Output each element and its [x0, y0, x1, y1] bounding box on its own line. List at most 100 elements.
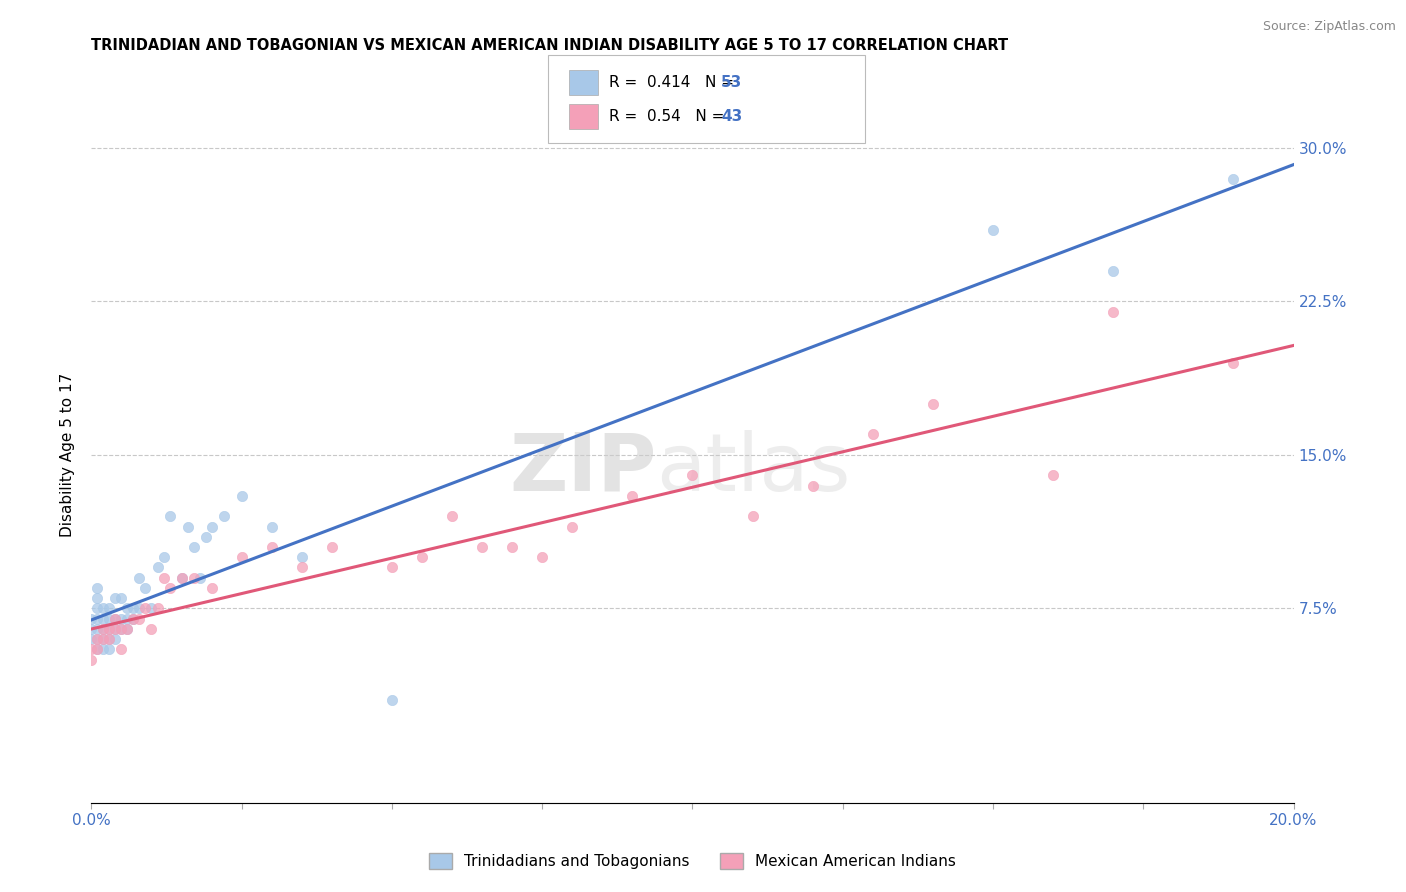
- Point: [98, 612, 121, 626]
- Text: ZIP: ZIP: [509, 430, 657, 508]
- Point: [93, 642, 115, 657]
- Point: [381, 693, 404, 707]
- Point: [146, 601, 169, 615]
- Point: [128, 571, 150, 585]
- Text: 43: 43: [721, 110, 742, 124]
- Point: [411, 550, 433, 565]
- Point: [80, 632, 103, 646]
- Point: [86, 632, 108, 646]
- Point: [117, 622, 139, 636]
- Text: R =  0.414   N =: R = 0.414 N =: [609, 76, 738, 90]
- Point: [201, 581, 224, 595]
- Point: [159, 509, 181, 524]
- Point: [183, 540, 205, 554]
- Point: [98, 642, 121, 657]
- Point: [122, 612, 145, 626]
- Point: [93, 622, 115, 636]
- Point: [194, 530, 217, 544]
- Point: [110, 591, 132, 606]
- Text: 53: 53: [721, 76, 742, 90]
- Point: [86, 622, 108, 636]
- Point: [1042, 468, 1064, 483]
- Point: [862, 427, 884, 442]
- Point: [188, 571, 211, 585]
- Point: [110, 622, 132, 636]
- Point: [117, 612, 139, 626]
- Point: [152, 571, 174, 585]
- Text: TRINIDADIAN AND TOBAGONIAN VS MEXICAN AMERICAN INDIAN DISABILITY AGE 5 TO 17 COR: TRINIDADIAN AND TOBAGONIAN VS MEXICAN AM…: [91, 38, 1008, 54]
- Point: [98, 622, 121, 636]
- Point: [231, 489, 253, 503]
- Point: [152, 550, 174, 565]
- Point: [922, 397, 945, 411]
- Point: [146, 560, 169, 574]
- Point: [291, 560, 314, 574]
- Point: [98, 601, 121, 615]
- Point: [531, 550, 554, 565]
- Y-axis label: Disability Age 5 to 17: Disability Age 5 to 17: [60, 373, 76, 537]
- Point: [86, 581, 108, 595]
- Point: [621, 489, 644, 503]
- Point: [141, 622, 163, 636]
- Point: [1102, 304, 1125, 318]
- Point: [93, 601, 115, 615]
- Point: [80, 612, 103, 626]
- Point: [93, 632, 115, 646]
- Point: [86, 601, 108, 615]
- Point: [159, 581, 181, 595]
- Text: atlas: atlas: [657, 430, 851, 508]
- Point: [104, 612, 127, 626]
- Point: [104, 622, 127, 636]
- Point: [471, 540, 494, 554]
- Point: [981, 223, 1004, 237]
- Point: [501, 540, 523, 554]
- Point: [260, 540, 283, 554]
- Point: [86, 642, 108, 657]
- Point: [86, 632, 108, 646]
- Point: [212, 509, 235, 524]
- Point: [260, 519, 283, 533]
- Point: [128, 601, 150, 615]
- Point: [98, 632, 121, 646]
- Point: [86, 612, 108, 626]
- Point: [561, 519, 583, 533]
- Point: [134, 601, 156, 615]
- Point: [80, 652, 103, 666]
- Point: [122, 601, 145, 615]
- Point: [104, 632, 127, 646]
- Point: [110, 622, 132, 636]
- Point: [170, 571, 193, 585]
- Point: [110, 642, 132, 657]
- Point: [80, 622, 103, 636]
- Point: [128, 612, 150, 626]
- Point: [86, 591, 108, 606]
- Point: [801, 478, 824, 492]
- Point: [141, 601, 163, 615]
- Point: [134, 581, 156, 595]
- Point: [98, 622, 121, 636]
- Point: [93, 612, 115, 626]
- Point: [93, 622, 115, 636]
- Point: [176, 519, 198, 533]
- Point: [291, 550, 314, 565]
- Point: [183, 571, 205, 585]
- Point: [117, 622, 139, 636]
- Point: [110, 612, 132, 626]
- Point: [104, 622, 127, 636]
- Text: R =  0.54   N =: R = 0.54 N =: [609, 110, 730, 124]
- Point: [104, 591, 127, 606]
- Point: [741, 509, 763, 524]
- Point: [1222, 171, 1244, 186]
- Point: [122, 612, 145, 626]
- Point: [321, 540, 343, 554]
- Point: [231, 550, 253, 565]
- Point: [681, 468, 703, 483]
- Point: [93, 632, 115, 646]
- Text: Source: ZipAtlas.com: Source: ZipAtlas.com: [1263, 20, 1396, 33]
- Point: [1222, 356, 1244, 370]
- Point: [80, 642, 103, 657]
- Legend: Trinidadians and Tobagonians, Mexican American Indians: Trinidadians and Tobagonians, Mexican Am…: [423, 847, 962, 875]
- Point: [1102, 264, 1125, 278]
- Point: [104, 612, 127, 626]
- Point: [440, 509, 463, 524]
